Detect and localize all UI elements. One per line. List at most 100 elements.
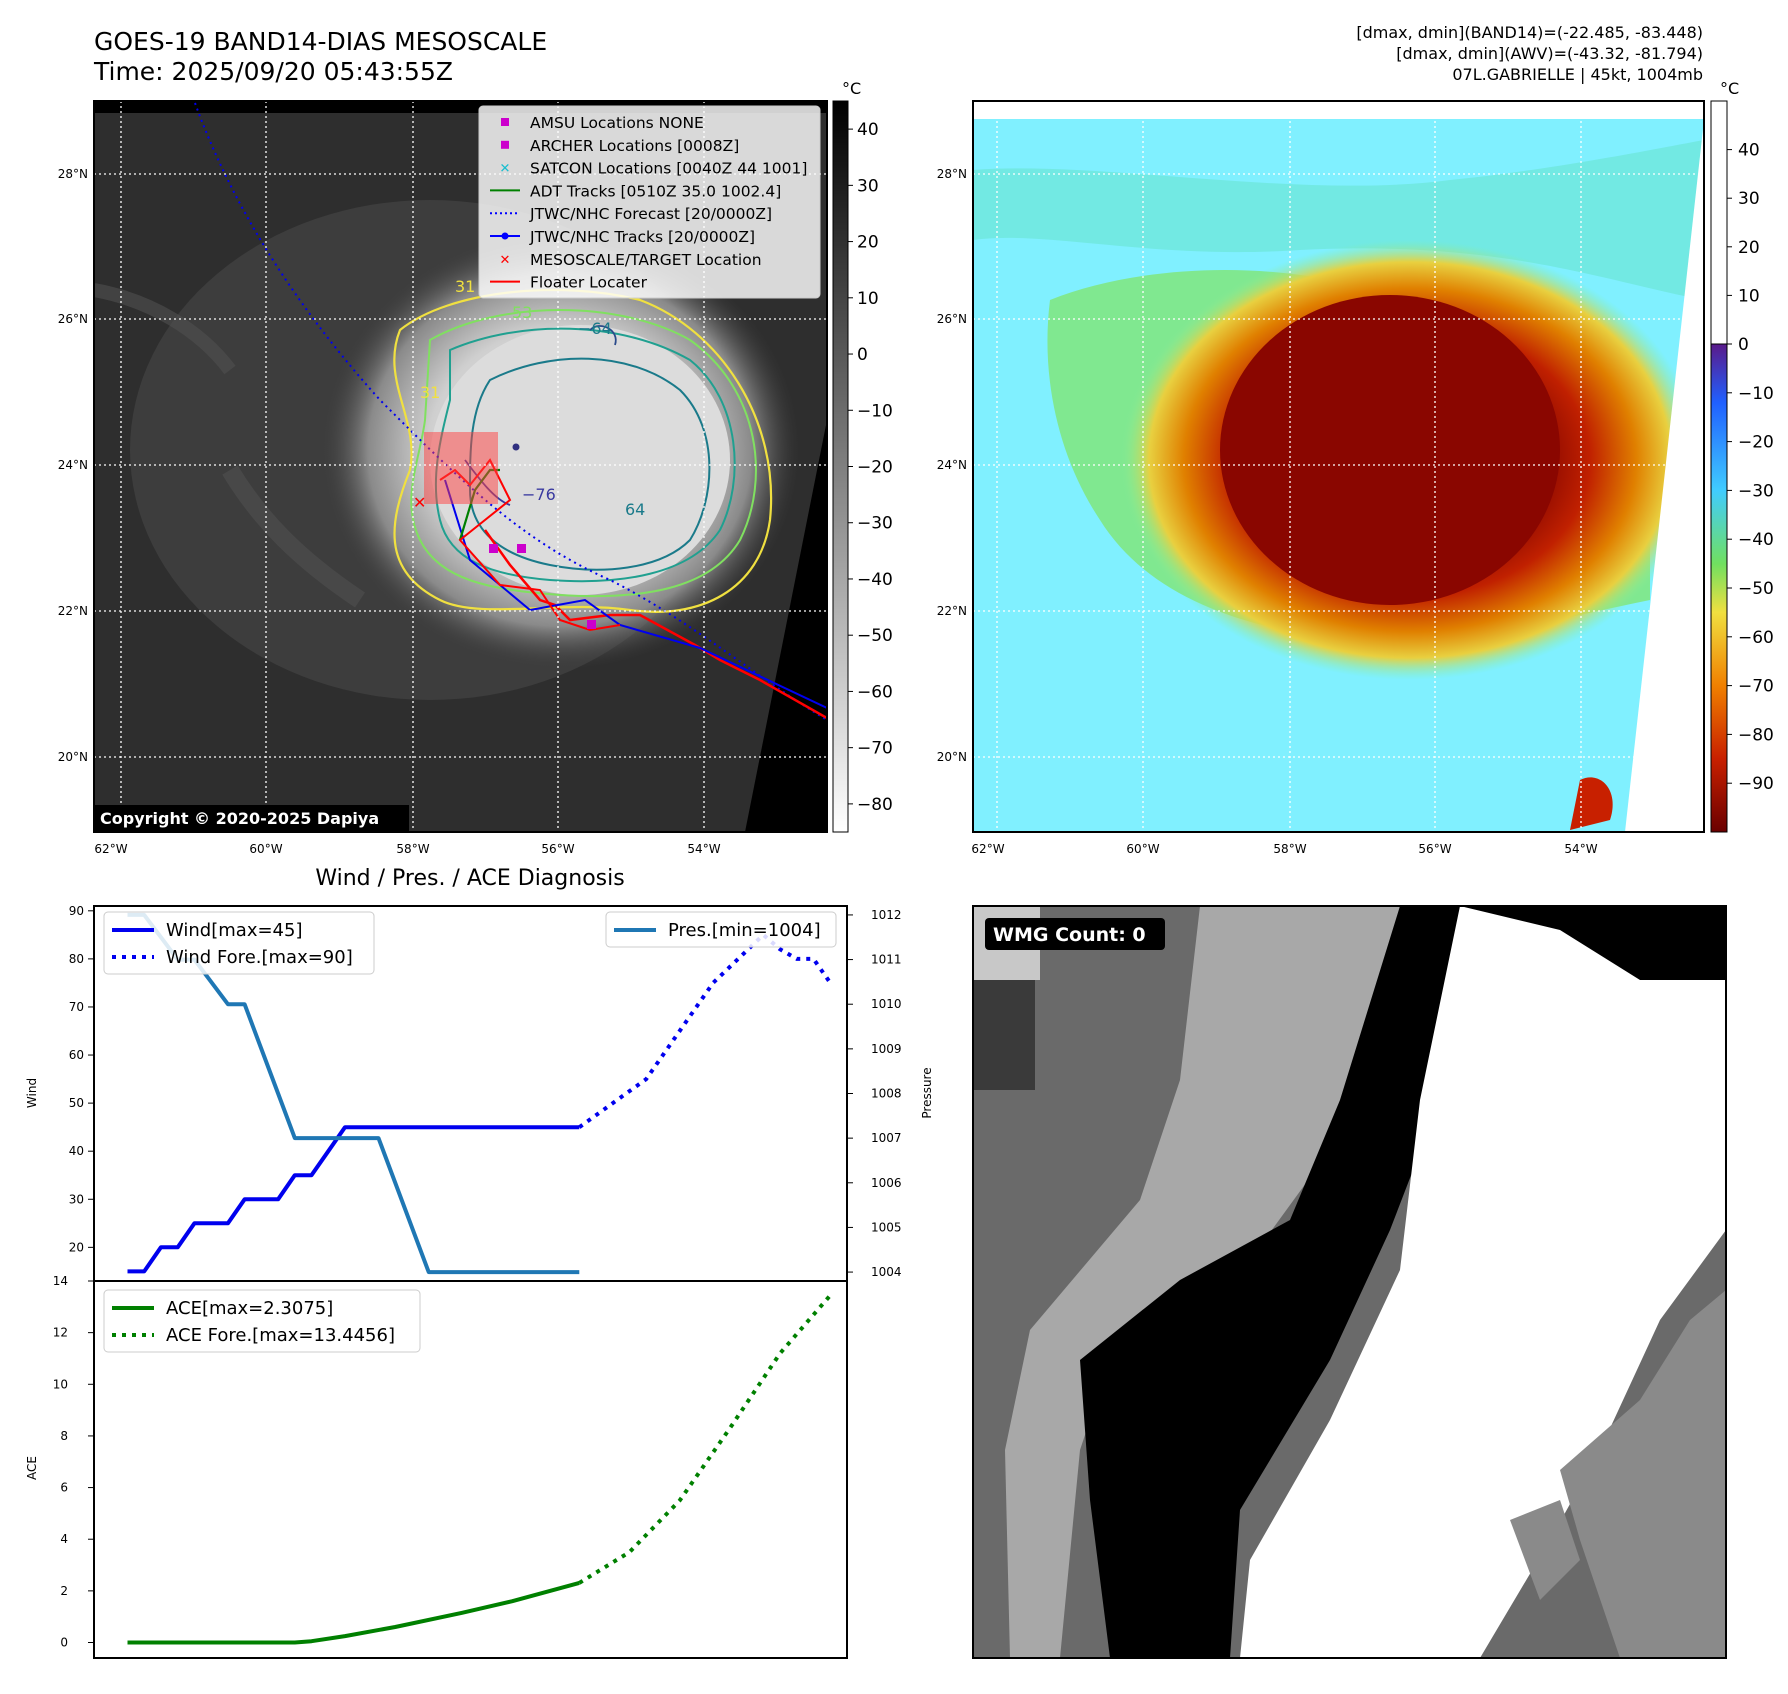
ir-contour-labels: 31 53 −64 31 −76 64 xyxy=(420,277,645,519)
title-line1: GOES-19 BAND14-DIAS MESOSCALE xyxy=(94,27,547,56)
wind-tick-label: 40 xyxy=(69,1144,84,1158)
awv-colorbar-tick-label: 0 xyxy=(1738,335,1749,355)
lat-tick-label: 24°N xyxy=(58,458,88,472)
awv-colorbar-tick-label: −10 xyxy=(1738,384,1774,404)
awv-colorbar-tick-label: −80 xyxy=(1738,725,1774,745)
ace-tick-label: 2 xyxy=(60,1584,68,1598)
awv-gridlines xyxy=(973,101,1704,832)
pressure-axis-label: Pressure xyxy=(920,1067,934,1118)
lat-tick-label: 22°N xyxy=(58,604,88,618)
ir-colorbar-tick-label: −60 xyxy=(857,682,893,702)
lon-tick-label: 58°W xyxy=(1273,842,1306,856)
legend-marker-x: ✕ xyxy=(500,162,511,177)
pressure-tick-label: 1006 xyxy=(871,1176,902,1190)
ir-colorbar-tick-label: −10 xyxy=(857,401,893,421)
wmg-label-box xyxy=(985,918,1165,950)
awv-colorbar-tick-label: −40 xyxy=(1738,530,1774,550)
ir-axis-labels: 28°N 26°N 24°N 22°N 20°N 62°W 60°W 58°W 56°W 54°W xyxy=(58,167,721,856)
contour-label: 53 xyxy=(512,303,532,322)
lon-tick-label: 56°W xyxy=(541,842,574,856)
pressure-tick-label: 1007 xyxy=(871,1131,902,1145)
ir-colorbar-tick-label: 0 xyxy=(857,345,868,365)
awv-colorbar-tick-label: 20 xyxy=(1738,238,1760,258)
chart-legend-label: Pres.[min=1004] xyxy=(668,920,821,941)
legend-label: ADT Tracks [0510Z 35.0 1002.4] xyxy=(530,182,781,200)
lon-tick-label: 56°W xyxy=(1418,842,1451,856)
awv-colorbar-tick-label: −20 xyxy=(1738,433,1774,453)
ir-colorbar xyxy=(832,100,849,833)
wind-tick-label: 30 xyxy=(69,1192,84,1206)
contour-label: 31 xyxy=(455,277,475,296)
ace-tick-label: 10 xyxy=(53,1377,68,1391)
lon-tick-label: 58°W xyxy=(396,842,429,856)
lat-tick-label: 20°N xyxy=(937,750,967,764)
wmg-panel: WMG Count: 0 xyxy=(972,905,1727,1659)
legend-label: MESOSCALE/TARGET Location xyxy=(530,251,762,269)
wind-tick-label: 80 xyxy=(69,952,84,966)
ir-colorbar-tick-label: −70 xyxy=(857,739,893,759)
info-line2: [dmax, dmin](AWV)=(-43.32, -81.794) xyxy=(1396,44,1703,63)
awv-colorbar-tick-label: 30 xyxy=(1738,189,1760,209)
copyright-text: Copyright © 2020-2025 Dapiya xyxy=(100,809,379,828)
lat-tick-label: 22°N xyxy=(937,604,967,618)
contour-label: 31 xyxy=(420,383,440,402)
awv-colorbar-negative xyxy=(1710,343,1728,833)
lon-tick-label: 54°W xyxy=(687,842,720,856)
lon-tick-label: 62°W xyxy=(971,842,1004,856)
legend-label: Floater Locater xyxy=(530,274,648,292)
legend-label: ARCHER Locations [0008Z] xyxy=(530,137,739,155)
awv-image xyxy=(973,101,1704,832)
ir-colorbar-tick-label: 10 xyxy=(857,289,879,309)
wind-tick-label: 50 xyxy=(69,1096,84,1110)
pressure-tick-label: 1010 xyxy=(871,997,902,1011)
ace-tick-label: 6 xyxy=(60,1481,68,1495)
series-line-1-1 xyxy=(578,1293,832,1585)
awv-colorbar-tick-label: 40 xyxy=(1738,141,1760,161)
lat-tick-label: 20°N xyxy=(58,750,88,764)
awv-panel: °C 403020100−10−20−30−40−50−60−70−80−90 … xyxy=(937,79,1774,856)
series-line-1-0 xyxy=(127,1580,580,1645)
awv-colorbar-tick-label: −30 xyxy=(1738,481,1774,501)
ace-axis-label: ACE xyxy=(25,1456,39,1480)
awv-colorbar-ticks: 40 30 20 10 0 −10 −20 −30 −40 −50 −60 −70 −80 −90 xyxy=(1727,141,1774,794)
awv-axis-labels: 28°N 26°N 24°N 22°N 20°N 62°W 60°W 58°W 56°W 54°W xyxy=(937,167,1598,856)
legend-label: SATCON Locations [0040Z 44 1001] xyxy=(530,160,807,178)
awv-colorbar-tick-label: −90 xyxy=(1738,774,1774,794)
wind-tick-label: 20 xyxy=(69,1240,84,1254)
awv-colorbar-tick-label: −60 xyxy=(1738,628,1774,648)
lat-tick-label: 28°N xyxy=(937,167,967,181)
pressure-tick-label: 1011 xyxy=(871,953,902,967)
legend-marker-x: ✕ xyxy=(500,253,511,268)
pressure-tick-label: 1012 xyxy=(871,908,902,922)
awv-frame xyxy=(972,100,1705,833)
lon-tick-label: 60°W xyxy=(1126,842,1159,856)
awv-colorbar-unit: °C xyxy=(1720,79,1739,98)
ir-colorbar-tick-label: 40 xyxy=(857,120,879,140)
copyright-box xyxy=(94,805,409,831)
legend-marker-square xyxy=(501,118,509,126)
legend-marker-square xyxy=(501,140,509,149)
lat-tick-label: 26°N xyxy=(58,312,88,326)
chart-legend-label: ACE Fore.[max=13.4456] xyxy=(166,1325,395,1346)
ir-colorbar-unit: °C xyxy=(842,79,861,98)
svg-text:✕: ✕ xyxy=(413,493,426,512)
ir-colorbar-tick-label: −50 xyxy=(857,626,893,646)
ir-colorbar-tick-label: −30 xyxy=(857,514,893,534)
info-line1: [dmax, dmin](BAND14)=(-22.485, -83.448) xyxy=(1356,23,1703,42)
wind-axis-label: Wind xyxy=(25,1078,39,1108)
chart-legend-label: ACE[max=2.3075] xyxy=(166,1298,333,1319)
lon-tick-label: 54°W xyxy=(1564,842,1597,856)
ace-tick-label: 4 xyxy=(60,1532,68,1546)
ace-tick-label: 8 xyxy=(60,1429,68,1443)
legend-label: JTWC/NHC Forecast [20/0000Z] xyxy=(529,205,772,223)
wind-tick-label: 60 xyxy=(69,1048,84,1062)
pressure-tick-label: 1008 xyxy=(871,1087,902,1101)
lat-tick-label: 28°N xyxy=(58,167,88,181)
contour-label: 64 xyxy=(625,500,645,519)
chart-legend-label: Wind[max=45] xyxy=(166,920,303,941)
ace-tick-label: 12 xyxy=(53,1326,68,1340)
diagnosis-title: Wind / Pres. / ACE Diagnosis xyxy=(315,866,624,891)
ir-panel: ✕ 31 53 −64 31 −76 xyxy=(58,79,893,856)
